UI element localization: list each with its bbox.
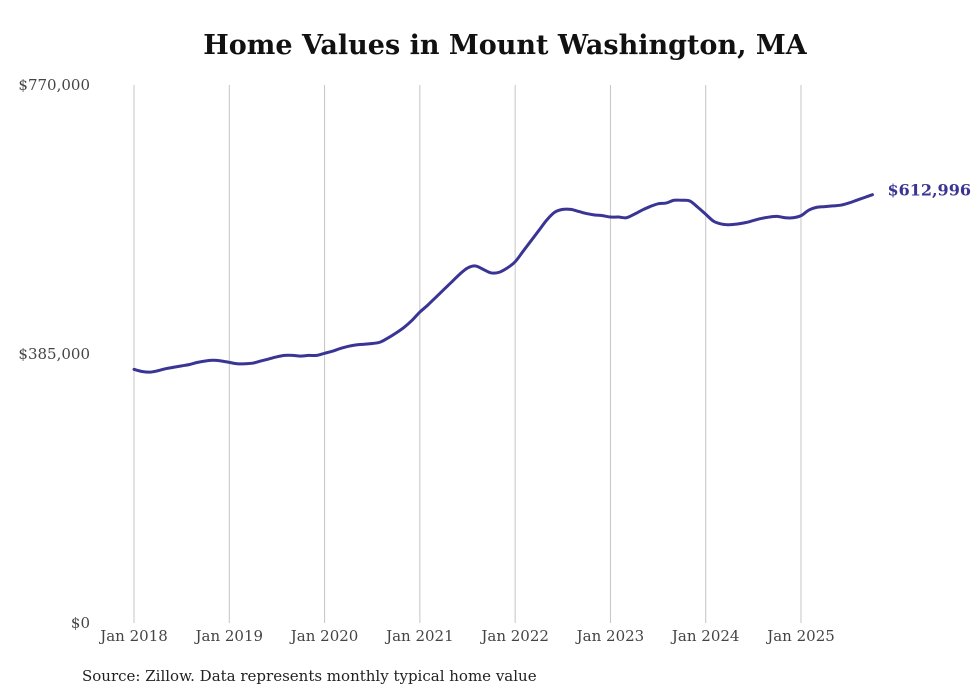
x-tick-label: Jan 2024 bbox=[670, 627, 740, 645]
x-tick-label: Jan 2023 bbox=[575, 627, 645, 645]
end-value-label: $612,996 bbox=[887, 181, 971, 200]
source-note: Source: Zillow. Data represents monthly … bbox=[82, 667, 537, 685]
x-tick-label: Jan 2021 bbox=[384, 627, 454, 645]
x-tick-label: Jan 2018 bbox=[98, 627, 168, 645]
x-tick-label: Jan 2022 bbox=[479, 627, 549, 645]
x-tick-label: Jan 2025 bbox=[765, 627, 835, 645]
y-tick-label: $770,000 bbox=[18, 76, 90, 94]
x-tick-label: Jan 2020 bbox=[289, 627, 359, 645]
y-tick-label: $385,000 bbox=[18, 345, 90, 363]
chart-title: Home Values in Mount Washington, MA bbox=[203, 30, 807, 61]
y-tick-label: $0 bbox=[71, 614, 90, 632]
series-line bbox=[132, 193, 874, 374]
x-tick-label: Jan 2019 bbox=[194, 627, 264, 645]
